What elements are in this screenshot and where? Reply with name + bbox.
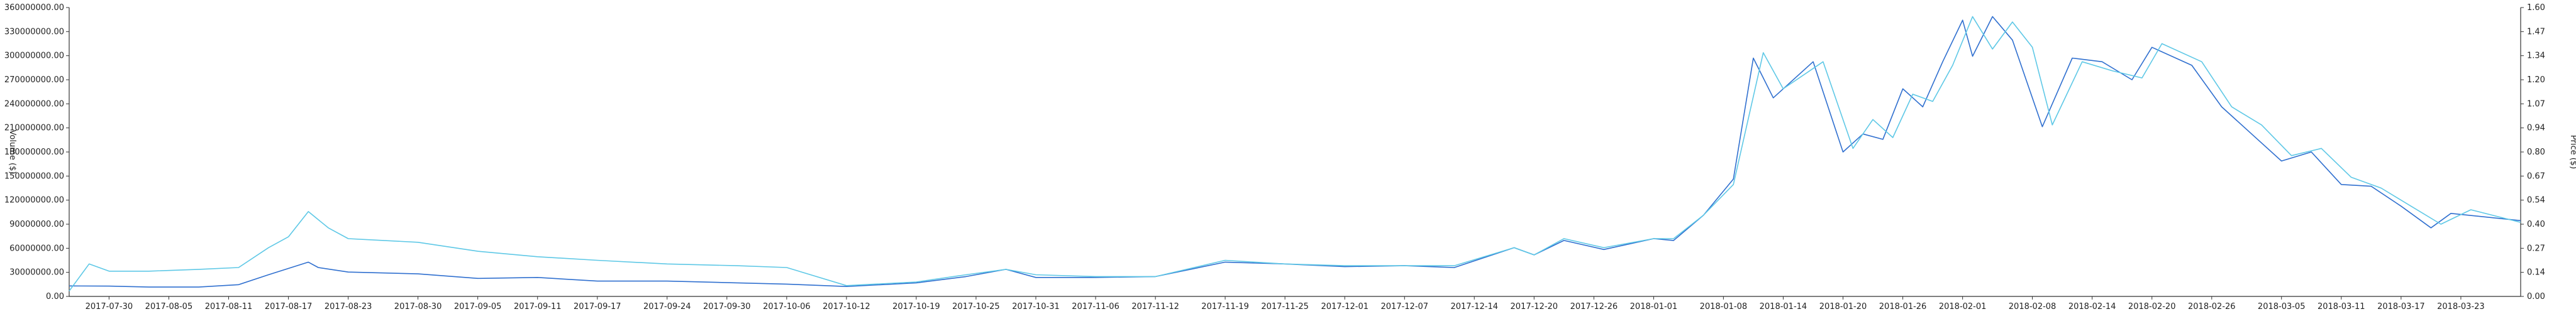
x-tick-label: 2017-12-01	[1321, 302, 1368, 311]
x-tick-label: 2017-11-19	[1201, 302, 1249, 311]
x-tick-label: 2017-11-25	[1261, 302, 1309, 311]
x-tick-label: 2017-07-30	[86, 302, 133, 311]
x-tick-label: 2017-12-26	[1570, 302, 1618, 311]
y-left-tick-label: 90000000.00	[9, 220, 64, 229]
x-tick-label: 2018-01-26	[1879, 302, 1927, 311]
x-tick-label: 2017-09-11	[514, 302, 562, 311]
x-tick-label: 2018-02-20	[2128, 302, 2176, 311]
y-right-tick-label: 0.94	[2527, 124, 2545, 133]
x-tick-label: 2017-08-11	[205, 302, 253, 311]
x-tick-label: 2017-12-07	[1381, 302, 1429, 311]
x-tick-label: 2018-03-17	[2377, 302, 2425, 311]
y-left-tick-label: 240000000.00	[4, 99, 64, 109]
x-tick-label: 2017-08-17	[265, 302, 313, 311]
labels-layer: 0.00 30000000.00 60000000.00 90000000.00 120…	[4, 3, 2576, 311]
y-left-tick-label: 120000000.00	[4, 196, 64, 205]
x-tick-label: 2017-08-05	[145, 302, 193, 311]
x-tick-label: 2017-11-06	[1072, 302, 1119, 311]
x-tick-label: 2018-03-05	[2258, 302, 2306, 311]
x-tick-label: 2017-10-12	[823, 302, 870, 311]
x-tick-label: 2017-09-24	[643, 302, 691, 311]
price-series-line	[69, 16, 2521, 288]
x-tick-label: 2017-09-30	[703, 302, 751, 311]
x-tick-label: 2017-11-12	[1131, 302, 1179, 311]
x-tick-label: 2018-01-20	[1819, 302, 1867, 311]
x-tick-label: 2017-09-17	[574, 302, 621, 311]
y-left-tick-label: 210000000.00	[4, 124, 64, 133]
y-right-tick-label: 0.40	[2527, 220, 2545, 229]
secondary-series-line	[69, 16, 2521, 291]
y-axis-left-title: Volume ($)	[8, 130, 17, 175]
y-left-tick-label: 330000000.00	[4, 27, 64, 36]
y-right-tick-label: 1.20	[2527, 75, 2545, 85]
x-tick-label: 2017-08-30	[394, 302, 442, 311]
x-tick-label: 2018-03-23	[2437, 302, 2485, 311]
y-left-tick-label: 30000000.00	[9, 268, 64, 278]
x-tick-label: 2017-10-19	[892, 302, 940, 311]
x-tick-label: 2017-08-23	[325, 302, 372, 311]
y-right-tick-label: 1.60	[2527, 3, 2545, 13]
y-left-tick-label: 150000000.00	[4, 171, 64, 181]
axes-layer	[66, 7, 2524, 300]
series-layer	[69, 16, 2521, 291]
y-axis-right-title: Price ($)	[2568, 135, 2576, 169]
y-left-tick-label: 180000000.00	[4, 148, 64, 157]
y-left-tick-label: 270000000.00	[4, 75, 64, 85]
x-tick-label: 2018-02-14	[2068, 302, 2116, 311]
y-left-tick-label: 0.00	[46, 292, 64, 301]
y-right-tick-label: 0.14	[2527, 268, 2545, 278]
x-tick-label: 2017-12-14	[1450, 302, 1498, 311]
y-left-tick-label: 300000000.00	[4, 51, 64, 61]
x-tick-label: 2018-03-11	[2318, 302, 2365, 311]
y-left-tick-label: 360000000.00	[4, 3, 64, 13]
x-tick-label: 2017-10-25	[952, 302, 1000, 311]
x-tick-label: 2018-01-08	[1700, 302, 1748, 311]
y-right-tick-label: 0.27	[2527, 244, 2545, 253]
x-tick-label: 2018-02-26	[2188, 302, 2236, 311]
x-tick-label: 2017-12-20	[1511, 302, 1558, 311]
y-right-tick-label: 0.54	[2527, 196, 2545, 205]
y-left-tick-label: 60000000.00	[9, 244, 64, 253]
x-tick-label: 2017-10-31	[1012, 302, 1060, 311]
y-right-tick-label: 0.80	[2527, 148, 2545, 157]
x-tick-label: 2018-02-08	[2009, 302, 2057, 311]
y-right-tick-label: 0.67	[2527, 171, 2545, 181]
x-tick-label: 2017-09-05	[454, 302, 502, 311]
x-tick-label: 2018-01-14	[1760, 302, 1807, 311]
y-right-tick-label: 0.00	[2527, 292, 2545, 301]
x-tick-label: 2018-02-01	[1939, 302, 1987, 311]
y-right-tick-label: 1.47	[2527, 27, 2545, 36]
y-right-tick-label: 1.34	[2527, 51, 2545, 61]
y-right-tick-label: 1.07	[2527, 99, 2545, 109]
x-tick-label: 2017-10-06	[763, 302, 811, 311]
x-tick-label: 2018-01-01	[1630, 302, 1678, 311]
